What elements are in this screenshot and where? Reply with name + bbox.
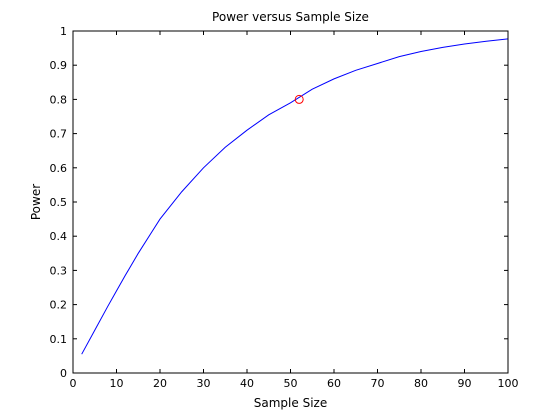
x-tick-label: 60 [327,377,341,390]
x-tick-label: 0 [70,377,77,390]
y-axis-label: Power [29,184,43,220]
x-tick-label: 70 [371,377,385,390]
x-tick-label: 10 [110,377,124,390]
y-tick-label: 0.7 [50,128,68,141]
x-tick-label: 80 [414,377,428,390]
x-tick-label: 20 [153,377,167,390]
y-tick-label: 0.6 [50,162,68,175]
y-tick-label: 0.2 [50,299,68,312]
x-tick-label: 50 [284,377,298,390]
axes-layer: 0 10 20 30 40 50 60 70 80 90 100 0 0.1 0.2 0.3 0.4 0.5 0.… [50,25,519,390]
x-tick-label: 30 [197,377,211,390]
y-tick-label: 0.8 [50,93,68,106]
x-tick-label: 40 [240,377,254,390]
chart-title: Power versus Sample Size [212,10,369,24]
y-tick-label: 0.1 [50,333,68,346]
series-layer [81,38,509,355]
y-tick-label: 1 [60,25,67,38]
y-tick-label: 0.3 [50,264,68,277]
y-tick-label: 0.9 [50,59,68,72]
plot-area [73,31,508,373]
y-tick-label: 0.5 [50,196,68,209]
x-tick-label: 100 [498,377,519,390]
y-tick-label: 0.4 [50,230,68,243]
y-tick-label: 0 [60,367,67,380]
x-axis-label: Sample Size [254,396,327,410]
series-line-0 [81,38,509,355]
marker-point-0 [294,94,304,104]
x-tick-label: 90 [458,377,472,390]
marker-layer [294,94,304,104]
